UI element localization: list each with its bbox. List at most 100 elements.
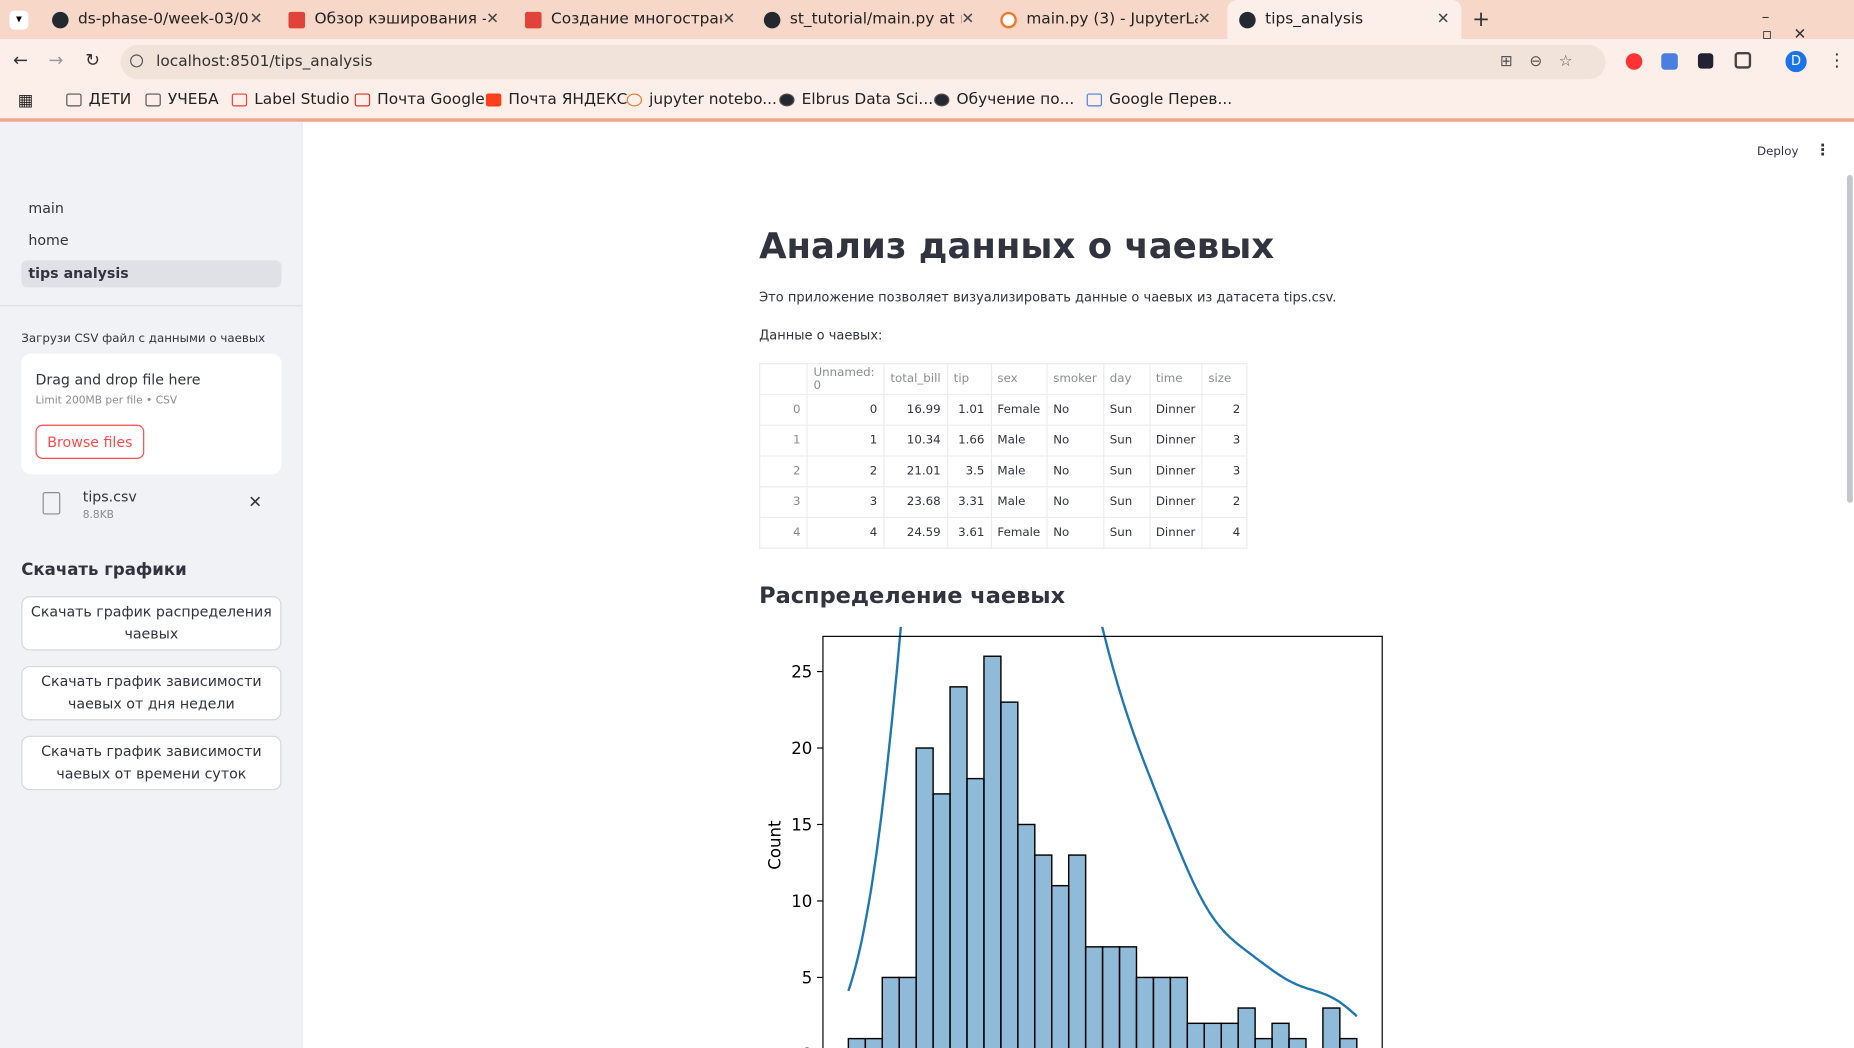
table-row: 2 2 21.01 3.5 Male No Sun Dinner 3 (759, 455, 1248, 488)
tab[interactable]: ds-phase-0/week-03/03-0✕ (40, 0, 274, 39)
reload-button[interactable]: ↻ (85, 49, 101, 71)
row-index: 1 (759, 424, 808, 457)
column-header: smoker (1046, 363, 1104, 396)
extension-icon[interactable] (1625, 53, 1643, 70)
bookmark[interactable]: Elbrus Data Sci... (779, 91, 933, 109)
uploader-label: Загрузи CSV файл с данными о чаевых (21, 332, 266, 346)
deploy-button[interactable]: Deploy (1757, 145, 1799, 159)
column-header: time (1148, 363, 1203, 396)
tab-active[interactable]: tips_analysis ✕ (1227, 0, 1462, 40)
cell: Dinner (1148, 455, 1203, 488)
bar (1186, 1022, 1205, 1048)
cell: 2 (1201, 486, 1248, 519)
column-header: sex (990, 363, 1048, 396)
cell: Sun (1102, 516, 1150, 549)
row-index: 2 (759, 455, 808, 488)
row-index: 4 (759, 516, 808, 549)
bookmark[interactable]: ДЕТИ (66, 91, 131, 109)
scrollbar (1846, 175, 1853, 503)
remove-file[interactable]: ✕ (248, 493, 263, 513)
tab-bar: ▾ ds-phase-0/week-03/03-0✕ Обзор кэширов… (0, 0, 1854, 44)
cell: 16.99 (883, 393, 948, 426)
index-header (759, 363, 808, 396)
bar (898, 976, 917, 1048)
tab-title: Обзор кэширования - St (314, 10, 486, 29)
tab-title: tips_analysis (1265, 10, 1364, 29)
sidebar: main home tips analysis Загрузи CSV файл… (0, 121, 303, 1048)
divider (0, 305, 303, 307)
bar (1203, 1022, 1222, 1048)
kde-curve (847, 626, 1358, 1018)
bookmark[interactable]: Почта ЯНДЕКС (485, 91, 627, 109)
nav-link[interactable]: home (28, 231, 69, 249)
bar (949, 686, 968, 1048)
download-button[interactable]: Скачать график зависимости чаевых от дня… (21, 665, 282, 721)
row-index: 3 (759, 486, 808, 519)
cell: 4 (806, 516, 885, 549)
bar (1118, 946, 1138, 1048)
tab-title: st_tutorial/main.py at ma (789, 10, 961, 29)
axes-frame (822, 635, 1383, 1048)
table-caption: Данные о чаевых: (759, 327, 883, 344)
dataframe[interactable]: Unnamed: 0 total_bill tip sex smoker day time s… (759, 363, 1248, 549)
cell: 23.68 (883, 486, 948, 519)
bookmark[interactable]: Google Перев... (1086, 91, 1232, 109)
bar (1271, 1022, 1290, 1048)
description: Это приложение позволяет визуализировать… (759, 289, 1337, 306)
browse-button[interactable]: Browse files (35, 424, 145, 459)
new-tab[interactable]: + (1472, 7, 1490, 32)
back-button[interactable]: ← (13, 49, 28, 71)
chart-heading: Распределение чаевых (759, 583, 1066, 610)
app-menu[interactable]: ⋮ (1814, 141, 1831, 160)
bookmark-label: Обучение по... (956, 91, 1075, 109)
tab-search[interactable]: ▾ (9, 10, 29, 30)
bookmark[interactable]: jupyter notebo... (626, 91, 777, 109)
address-bar[interactable]: localhost:8501/tips_analysis ⊞⊖☆ (120, 44, 1606, 80)
column-header: total_bill (883, 363, 948, 396)
extensions[interactable] (1734, 52, 1752, 69)
cell: Female (990, 393, 1048, 426)
cell: Sun (1102, 486, 1150, 519)
profile-avatar[interactable]: D (1785, 50, 1807, 73)
extension-icon[interactable] (1661, 53, 1678, 70)
bar (1000, 701, 1019, 1048)
nav-link-active[interactable]: tips analysis (21, 260, 282, 288)
bookmark[interactable]: Label Studio (231, 91, 350, 109)
cell: Sun (1102, 424, 1150, 457)
menu-button[interactable]: ⋮ (1827, 49, 1846, 71)
bookmark[interactable]: УЧЕБА (145, 91, 219, 109)
nav-link[interactable]: main (28, 199, 64, 217)
extension-icon[interactable] (1697, 53, 1714, 69)
tab[interactable]: Обзор кэширования - St✕ (277, 0, 511, 39)
bookmark[interactable]: Почта Google (354, 91, 485, 109)
y-tick-label: 25 (791, 662, 812, 681)
download-button[interactable]: Скачать график зависимости чаевых от вре… (21, 735, 282, 791)
bar (983, 655, 1002, 1048)
bar (881, 976, 900, 1048)
file-name: tips.csv (82, 488, 137, 506)
download-button[interactable]: Скачать график распределения чаевых (21, 596, 282, 651)
tab[interactable]: Создание многостраниц✕ (513, 0, 747, 39)
tab[interactable]: main.py (3) - JupyterLab ✕ (988, 0, 1222, 39)
main-content: Deploy ⋮ Анализ данных о чаевых Это прил… (302, 121, 1854, 1048)
table-row: 1 1 10.34 1.66 Male No Sun Dinner 3 (759, 424, 1248, 457)
bar (1152, 976, 1172, 1048)
dropzone[interactable]: Drag and drop file here Limit 200MB per … (21, 353, 282, 475)
page-title: Анализ данных о чаевых (759, 225, 1275, 268)
bar (1254, 1037, 1273, 1048)
tab[interactable]: st_tutorial/main.py at ma✕ (752, 0, 986, 39)
bar (864, 1037, 883, 1048)
bar (1339, 1037, 1358, 1048)
y-tick-label: 0 (802, 1045, 813, 1048)
downloads-title: Скачать графики (21, 560, 187, 580)
forward-button[interactable]: → (48, 49, 64, 71)
apps-button[interactable]: ▦ (17, 91, 34, 111)
cell: Male (990, 455, 1048, 488)
tab-title: Создание многостраниц (550, 10, 722, 29)
url: localhost:8501/tips_analysis (156, 53, 373, 71)
cell: 1 (806, 424, 885, 457)
dropzone-limit: Limit 200MB per file • CSV (35, 395, 178, 407)
bookmark[interactable]: Обучение по... (934, 91, 1074, 109)
bar (966, 777, 985, 1048)
